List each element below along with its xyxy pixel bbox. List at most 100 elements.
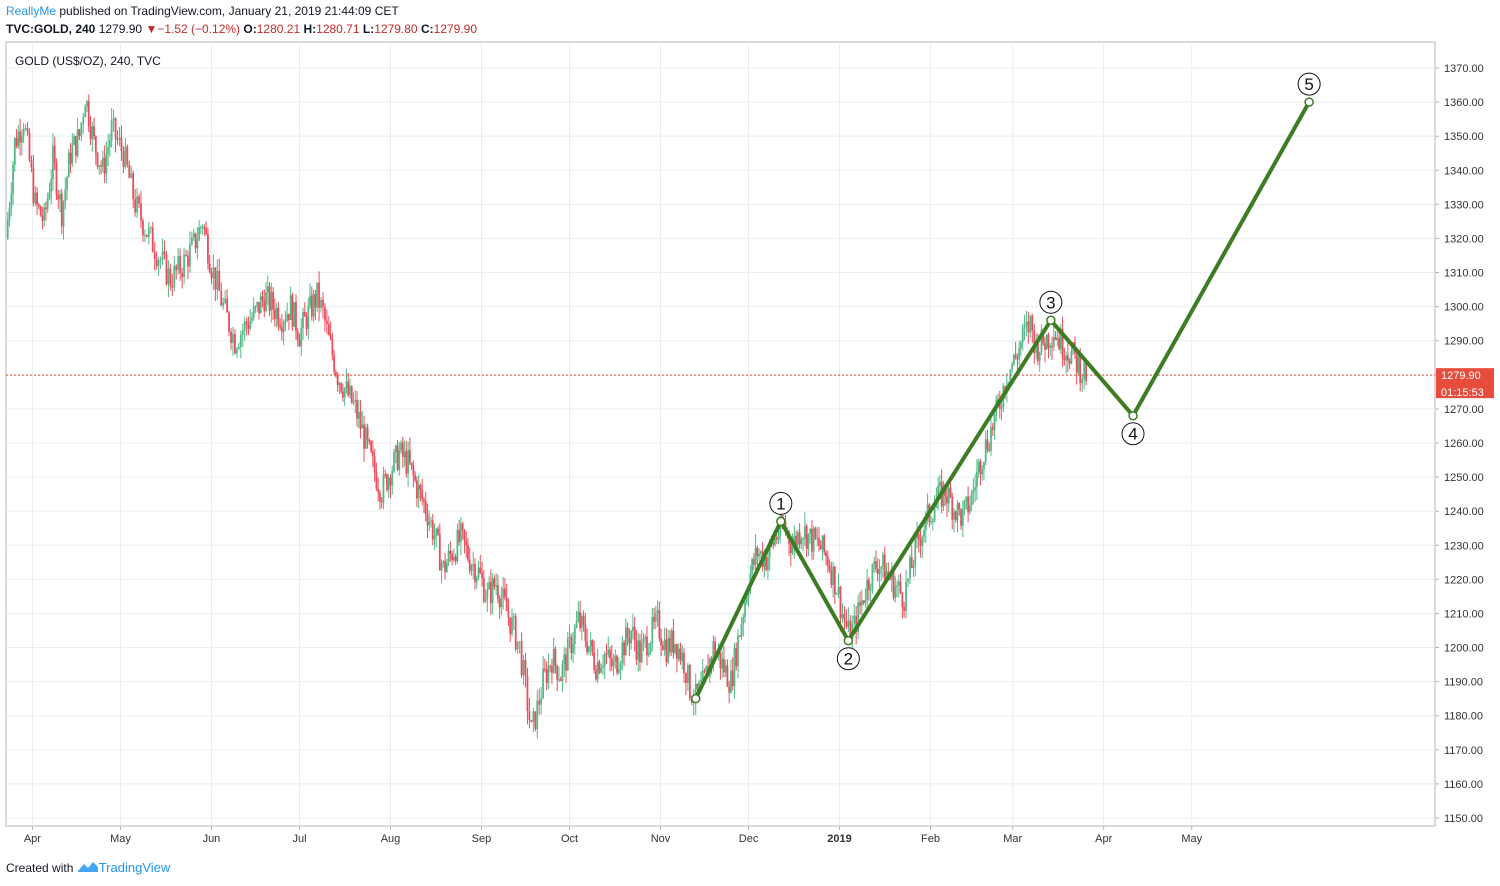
candle-body: [386, 474, 388, 491]
candle-body: [207, 234, 209, 264]
candle-body: [818, 538, 820, 546]
candle-body: [958, 503, 961, 510]
candle-body: [107, 147, 110, 154]
candle-body: [551, 666, 553, 673]
candle-body: [800, 538, 803, 545]
candle-body: [853, 615, 856, 624]
candle-body: [892, 570, 895, 598]
candle-body: [534, 711, 537, 729]
candle-body: [728, 686, 731, 693]
candle-body: [36, 192, 39, 205]
candle-body: [1023, 325, 1026, 329]
elliott-wave[interactable]: 1 2 3 4 5: [690, 72, 1321, 704]
candle-body: [589, 640, 592, 647]
candle-body: [259, 296, 262, 314]
candle-body: [923, 530, 925, 537]
candle-body: [991, 427, 994, 430]
candle-body: [201, 227, 204, 229]
candle-body: [1025, 321, 1028, 326]
candle-body: [967, 496, 969, 513]
candle-body: [1077, 356, 1080, 373]
candle-body: [430, 520, 432, 522]
candle-body: [161, 251, 164, 260]
candle-body: [862, 600, 865, 603]
candle-body: [183, 254, 185, 278]
candle-body: [897, 581, 900, 586]
candle-body: [128, 164, 131, 178]
candle-body: [919, 539, 922, 546]
candle-body: [482, 578, 485, 602]
candle-body: [742, 617, 745, 625]
symbol-text: TVC:GOLD, 240: [6, 22, 96, 36]
y-tick-label: 1220.00: [1444, 574, 1484, 586]
candle-body: [477, 567, 480, 578]
candle-body: [1068, 360, 1071, 364]
candle-body: [333, 355, 336, 372]
candle-body: [364, 427, 367, 449]
candle-body: [772, 542, 775, 546]
candle-body: [307, 305, 310, 329]
plot-area[interactable]: [5, 41, 1436, 827]
wave-label: 3: [1046, 293, 1055, 312]
candle-body: [1042, 329, 1045, 344]
candle-body: [120, 137, 123, 151]
publish-line: ReallyMe published on TradingView.com, J…: [6, 4, 399, 18]
candle-body: [505, 597, 508, 612]
candle-body: [917, 533, 920, 540]
candle-body: [624, 627, 627, 656]
tradingview-brand-link[interactable]: TradingView: [98, 860, 171, 875]
candle-body: [507, 611, 510, 618]
candle-body: [142, 220, 144, 236]
candle-body: [300, 327, 303, 347]
candle-body: [1079, 356, 1082, 384]
candle-body: [212, 267, 215, 279]
wave-label-circle: [769, 491, 793, 515]
wave-point: [843, 635, 854, 646]
candle-body: [605, 653, 608, 655]
candle-body: [530, 720, 533, 723]
price-tag: [1436, 368, 1494, 399]
candle-body: [232, 334, 234, 343]
candle-body: [1027, 321, 1030, 333]
candle-body: [683, 652, 685, 674]
candle-body: [914, 538, 917, 566]
candle-body: [363, 424, 365, 449]
candle-body: [419, 485, 422, 490]
candle-body: [495, 585, 498, 587]
candle-body: [210, 272, 213, 279]
candle-body: [871, 564, 874, 590]
candle-body: [791, 546, 794, 553]
candle-body: [933, 507, 936, 522]
candle-body: [295, 302, 297, 332]
candle-body: [126, 146, 129, 165]
candle-body: [354, 400, 357, 402]
candle-body: [371, 451, 374, 457]
author-link[interactable]: ReallyMe: [6, 4, 57, 18]
candle-body: [241, 330, 244, 335]
candle-body: [421, 489, 424, 500]
candle-body: [122, 150, 125, 167]
candle-body: [819, 545, 822, 550]
candle-body: [910, 557, 913, 568]
candle-body: [883, 554, 886, 581]
candle-body: [1052, 337, 1055, 347]
candle-body: [87, 101, 90, 127]
candle-body: [672, 630, 675, 653]
candle-body: [331, 338, 334, 356]
y-tick-label: 1200.00: [1444, 643, 1484, 655]
x-tick-label: May: [1181, 833, 1202, 845]
y-tick-label: 1240.00: [1444, 506, 1484, 518]
candle-body: [570, 636, 573, 654]
candle-body: [591, 640, 594, 653]
candle-body: [454, 556, 457, 562]
candle-body: [751, 559, 753, 574]
candle-body: [222, 302, 225, 306]
candle-body: [768, 542, 771, 558]
candle-body: [216, 271, 219, 290]
candle-body: [981, 469, 984, 475]
candle-body: [572, 643, 574, 654]
candle-body: [1085, 362, 1087, 382]
candle-body: [467, 545, 469, 560]
candle-body: [489, 582, 492, 604]
